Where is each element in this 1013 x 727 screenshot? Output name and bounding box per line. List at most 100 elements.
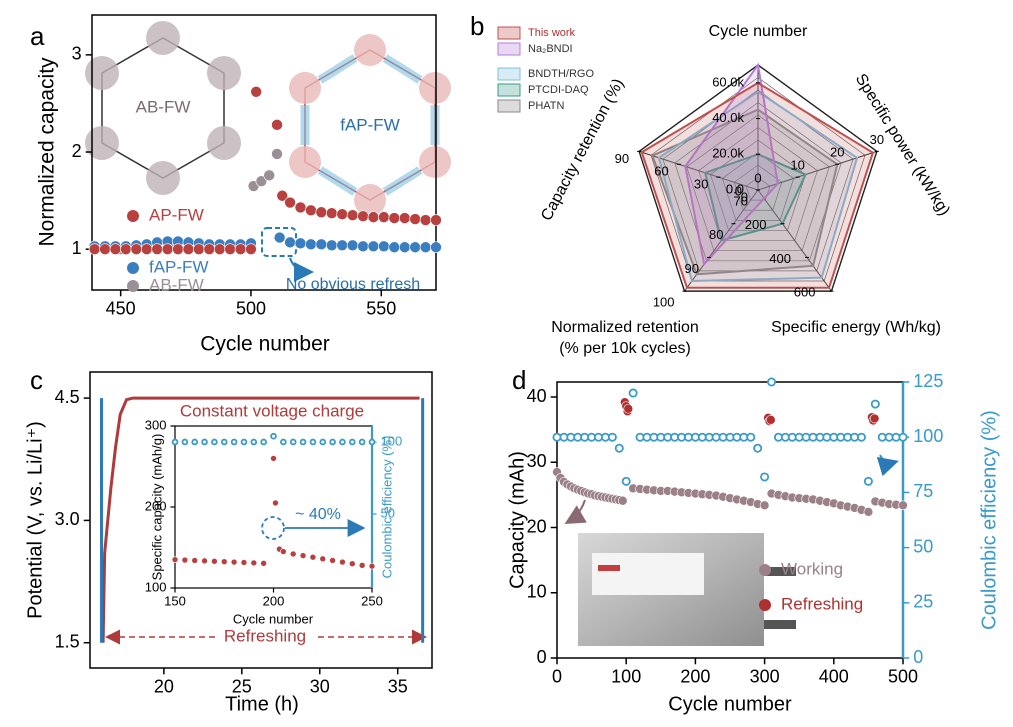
legend-label: Refreshing — [781, 594, 863, 613]
x-tick-label: 25 — [232, 677, 252, 697]
fap-fw-structure — [289, 34, 451, 216]
data-point — [419, 214, 432, 226]
y-tick-label: 1.5 — [55, 631, 80, 651]
legend-label: Na₂BNDI — [528, 43, 573, 55]
data-point — [388, 241, 401, 254]
legend-label: PTCDI-DAQ — [528, 84, 589, 96]
data-point — [348, 560, 356, 568]
data-point — [339, 558, 346, 566]
x-tick-label: 200 — [263, 594, 285, 609]
data-point — [863, 476, 873, 486]
data-point — [398, 212, 411, 224]
y-tick-label: 20 — [527, 516, 547, 536]
radar-tick-label: 10 — [790, 158, 804, 173]
data-point — [245, 243, 257, 255]
data-point — [191, 438, 199, 446]
x-tick-label: 300 — [750, 667, 780, 687]
data-point — [271, 119, 283, 131]
data-point — [346, 239, 359, 252]
data-point — [280, 438, 287, 446]
data-point — [250, 438, 258, 446]
legend-marker — [127, 210, 139, 222]
data-point — [273, 231, 286, 244]
data-point — [240, 438, 248, 446]
radar-ring — [745, 177, 771, 201]
radar-ring — [638, 64, 878, 292]
data-point — [870, 399, 880, 409]
x-axis-label: Cycle number — [668, 693, 792, 715]
data-point — [220, 438, 228, 446]
radar-tick-label: 400 — [769, 251, 791, 266]
data-point — [191, 557, 198, 564]
data-point — [368, 438, 376, 446]
data-point — [130, 243, 143, 255]
radar-tick-label: 30 — [870, 132, 884, 147]
data-point — [430, 241, 442, 254]
radar-axis-label: Cycle number — [709, 23, 808, 40]
x-tick-label: 550 — [366, 299, 396, 319]
y2-axis-label: Coulombic efficiency (%) — [379, 436, 394, 579]
legend-swatch — [497, 67, 521, 81]
data-point — [348, 438, 356, 446]
y-tick-label: 3.0 — [55, 509, 80, 529]
radar-axis-label: (% per 10k cycles) — [559, 340, 691, 357]
legend-marker — [127, 262, 139, 274]
data-point — [367, 211, 380, 223]
radar-tick-label: 60 — [654, 164, 668, 179]
data-point — [120, 243, 132, 255]
radar-tick-label: 20.0k — [712, 146, 744, 161]
y-tick-label: 40 — [527, 386, 547, 406]
data-point — [276, 189, 289, 202]
arrow — [876, 454, 899, 477]
radar-tick-label: 0 — [754, 170, 761, 185]
legend-label: PHATN — [528, 100, 565, 112]
radar-tick-label: 70 — [734, 193, 748, 208]
data-point — [151, 243, 163, 255]
legend-label: AB-FW — [149, 275, 204, 294]
data-point — [203, 243, 216, 255]
panel-label: b — [470, 11, 484, 41]
data-point — [766, 415, 776, 425]
data-point — [329, 438, 336, 446]
legend-label: AP-FW — [149, 205, 204, 224]
data-point — [213, 243, 226, 255]
panel-label: c — [30, 365, 43, 395]
data-point — [299, 438, 307, 446]
radar-ring — [686, 114, 830, 252]
y-axis-label: Normalized capacity — [36, 57, 59, 247]
data-point — [294, 237, 307, 250]
data-point — [419, 241, 432, 254]
radar-ring — [698, 127, 818, 241]
x-tick-label: 35 — [388, 677, 408, 697]
arrow — [289, 257, 314, 282]
x-tick-label: 100 — [611, 667, 641, 687]
y2-tick-label: 75 — [913, 481, 933, 501]
radar-tick-label: 0 — [735, 183, 742, 198]
data-point — [305, 238, 317, 251]
data-point — [172, 243, 184, 255]
x-tick-label: 450 — [106, 299, 136, 319]
data-point — [99, 243, 111, 255]
data-line — [101, 396, 420, 643]
y-tick-label: 3 — [72, 44, 82, 64]
x-tick-label: 30 — [310, 677, 330, 697]
x-tick-label: 20 — [154, 677, 174, 697]
data-point — [250, 559, 258, 567]
data-point — [270, 455, 277, 462]
radar-tick-label: 0 — [741, 189, 748, 204]
data-point — [284, 236, 296, 249]
data-point — [760, 472, 770, 482]
data-point — [161, 243, 174, 255]
data-point — [272, 499, 279, 507]
y2-tick-label: 125 — [913, 371, 943, 391]
data-point — [623, 403, 634, 414]
radar-tick-label: 30 — [694, 177, 708, 192]
legend-label: This work — [528, 27, 576, 39]
data-point — [336, 239, 348, 252]
data-point — [746, 432, 756, 442]
y-tick-label: 300 — [145, 417, 167, 432]
data-point — [140, 243, 153, 255]
data-point — [319, 555, 327, 563]
y-axis-label: Specific capacity (mAh/g) — [149, 434, 164, 581]
data-point — [898, 500, 908, 511]
